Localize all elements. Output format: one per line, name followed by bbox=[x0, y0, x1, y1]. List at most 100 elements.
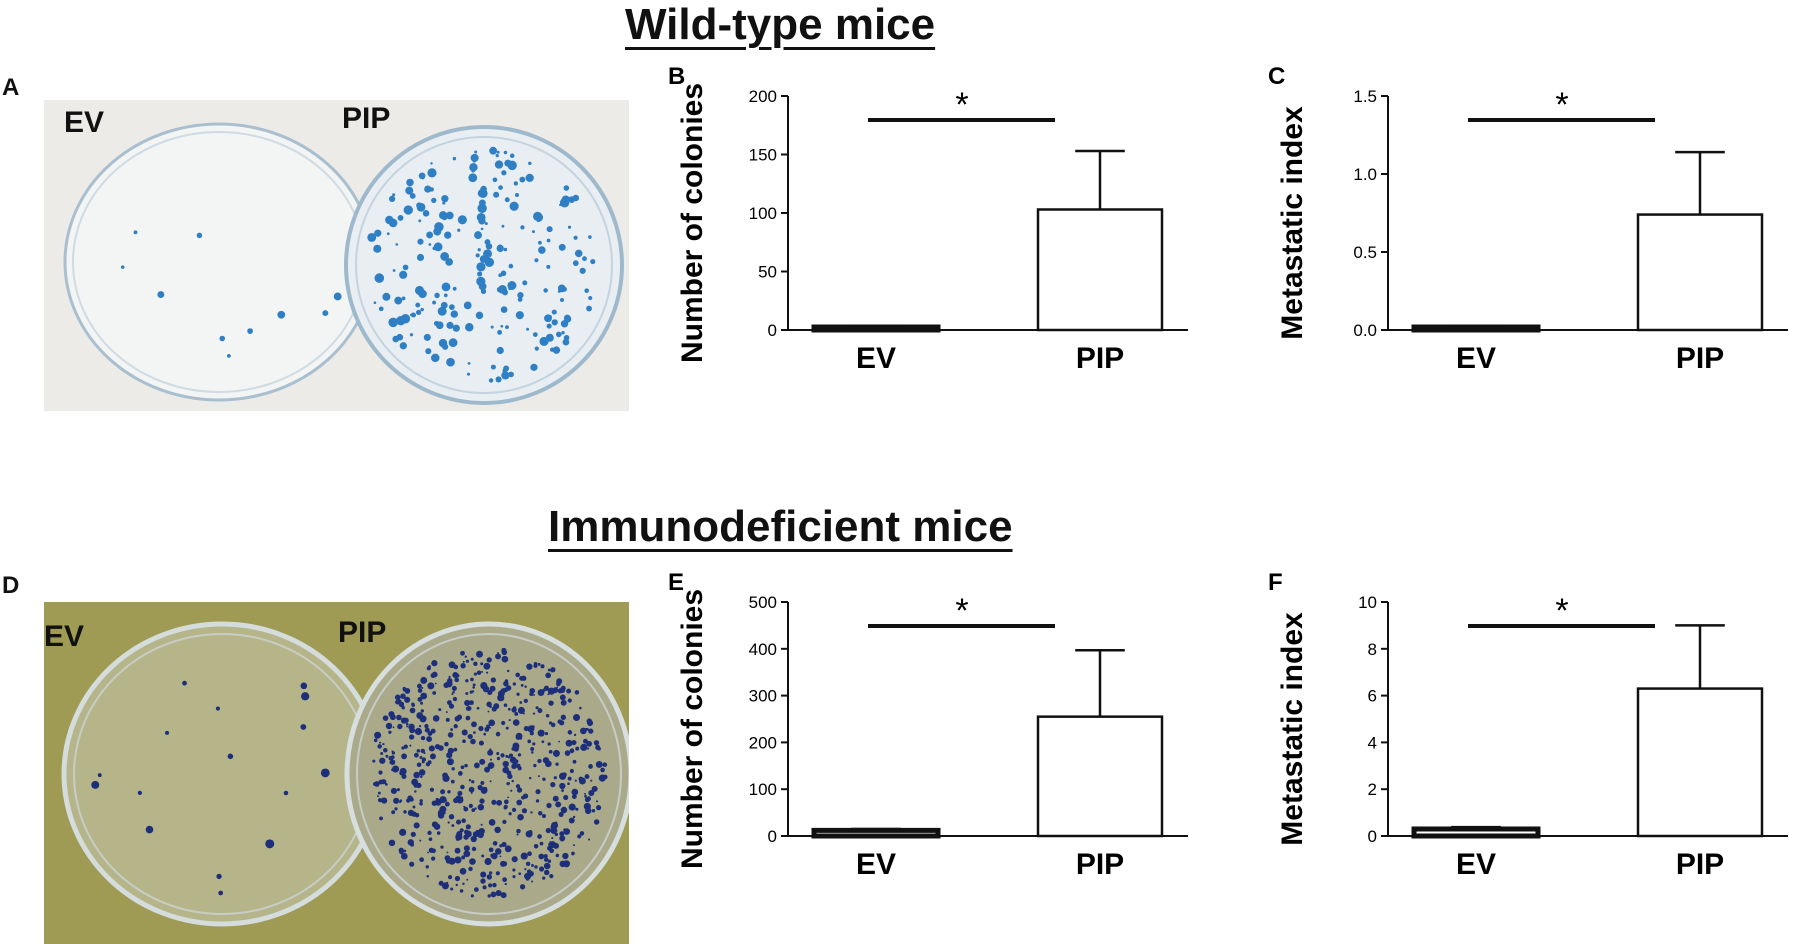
colony-dot bbox=[492, 882, 497, 888]
colony-dot bbox=[544, 731, 549, 736]
colony-dot bbox=[468, 803, 473, 809]
colony-dot bbox=[543, 685, 550, 691]
colony-dot bbox=[422, 210, 430, 217]
colony-dot bbox=[425, 348, 432, 355]
x-tick-label-pip: PIP bbox=[1076, 342, 1124, 375]
bar-pip bbox=[1036, 208, 1164, 332]
colony-dot bbox=[475, 253, 480, 258]
colony-dot bbox=[381, 797, 388, 804]
colony-dot bbox=[464, 763, 468, 768]
colony-dot bbox=[413, 822, 420, 829]
colony-dot bbox=[392, 726, 395, 729]
colony-dot bbox=[401, 296, 406, 301]
colony-dot bbox=[568, 803, 576, 811]
colony-dot bbox=[476, 670, 482, 675]
colony-dot bbox=[502, 819, 507, 825]
y-tick-label: 400 bbox=[749, 640, 777, 659]
colony-dot bbox=[460, 663, 466, 669]
colony-dot bbox=[492, 841, 498, 846]
colony-dot bbox=[456, 831, 463, 838]
chart-e: E Number of colonies 0 100 200 300 400 500 EV PIP… bbox=[660, 569, 1220, 944]
colony-dot bbox=[569, 748, 575, 754]
colony-dot bbox=[538, 866, 545, 872]
colony-dot bbox=[373, 738, 378, 743]
colony-dot bbox=[196, 232, 203, 239]
colony-dot bbox=[573, 733, 577, 737]
colony-dot bbox=[519, 676, 524, 681]
colony-dot bbox=[418, 725, 422, 728]
colony-dot bbox=[463, 850, 471, 858]
colony-dot bbox=[448, 304, 455, 310]
colony-dot bbox=[467, 734, 470, 738]
colony-dot bbox=[428, 837, 433, 842]
colony-dot bbox=[544, 314, 552, 323]
colony-dot bbox=[398, 847, 404, 853]
colony-dot bbox=[478, 217, 486, 225]
colony-dot bbox=[388, 839, 396, 847]
colony-dot bbox=[528, 870, 534, 877]
colony-dot bbox=[539, 841, 544, 846]
colony-dot bbox=[382, 292, 391, 301]
colony-dot bbox=[550, 722, 556, 728]
colony-dot bbox=[550, 782, 556, 788]
colony-dot bbox=[545, 672, 552, 679]
colony-dot bbox=[445, 211, 454, 220]
colony-dot bbox=[372, 759, 376, 763]
colony-dot bbox=[394, 694, 401, 701]
colony-dot bbox=[477, 271, 483, 277]
colony-dot bbox=[438, 338, 448, 348]
colony-dot bbox=[415, 309, 422, 316]
colony-dot bbox=[392, 269, 396, 272]
colony-dot bbox=[602, 762, 608, 768]
y-tick-label: 1.5 bbox=[1353, 87, 1377, 106]
colony-dot bbox=[497, 652, 499, 654]
colony-dot bbox=[586, 718, 593, 724]
colony-dot bbox=[472, 683, 476, 687]
colony-dot bbox=[455, 883, 458, 887]
colony-dot bbox=[551, 837, 554, 840]
colony-dot bbox=[457, 228, 461, 232]
colony-dot bbox=[480, 662, 484, 666]
colony-dot bbox=[483, 732, 487, 736]
colony-dot bbox=[414, 790, 417, 793]
colony-dot bbox=[484, 786, 488, 790]
colony-dot bbox=[454, 875, 461, 882]
colony-dot bbox=[401, 706, 405, 710]
colony-dot bbox=[420, 676, 428, 684]
colony-dot bbox=[507, 773, 513, 779]
colony-dot bbox=[453, 797, 459, 804]
colony-dot bbox=[484, 726, 490, 732]
colony-dot bbox=[561, 286, 567, 292]
colony-dot bbox=[574, 249, 583, 258]
colony-dot bbox=[450, 779, 455, 784]
colony-dot bbox=[432, 246, 437, 251]
colony-dot bbox=[484, 222, 488, 226]
colony-dot bbox=[499, 855, 502, 858]
colony-dot bbox=[490, 677, 496, 683]
colony-dot bbox=[542, 757, 550, 764]
colony-dot bbox=[503, 703, 508, 707]
colony-dot bbox=[491, 706, 497, 712]
colony-dot bbox=[476, 262, 486, 272]
colony-dot bbox=[478, 199, 486, 207]
colony-dot bbox=[388, 317, 398, 328]
y-tick-label: 300 bbox=[749, 687, 777, 706]
y-axis-label: Number of colonies bbox=[676, 589, 709, 869]
colony-dot bbox=[157, 291, 165, 299]
colony-dot bbox=[418, 172, 426, 180]
colony-dot bbox=[473, 661, 478, 667]
colony-dot bbox=[409, 193, 416, 199]
panel-letter-a: A bbox=[2, 74, 20, 101]
dish-label-ev-a: EV bbox=[64, 106, 105, 139]
colony-dot bbox=[445, 711, 448, 714]
colony-dot bbox=[466, 705, 472, 711]
colony-dot bbox=[502, 877, 508, 883]
colony-dot bbox=[572, 815, 576, 819]
colony-dot bbox=[530, 747, 535, 751]
colony-dot bbox=[396, 788, 400, 792]
colony-dot bbox=[488, 378, 494, 383]
colony-dot bbox=[545, 333, 554, 342]
colony-dot bbox=[463, 845, 470, 852]
colony-dot bbox=[559, 782, 566, 790]
